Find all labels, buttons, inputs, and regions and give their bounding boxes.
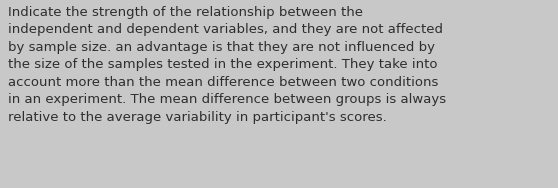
Text: Indicate the strength of the relationship between the
independent and dependent : Indicate the strength of the relationshi… (8, 6, 446, 124)
